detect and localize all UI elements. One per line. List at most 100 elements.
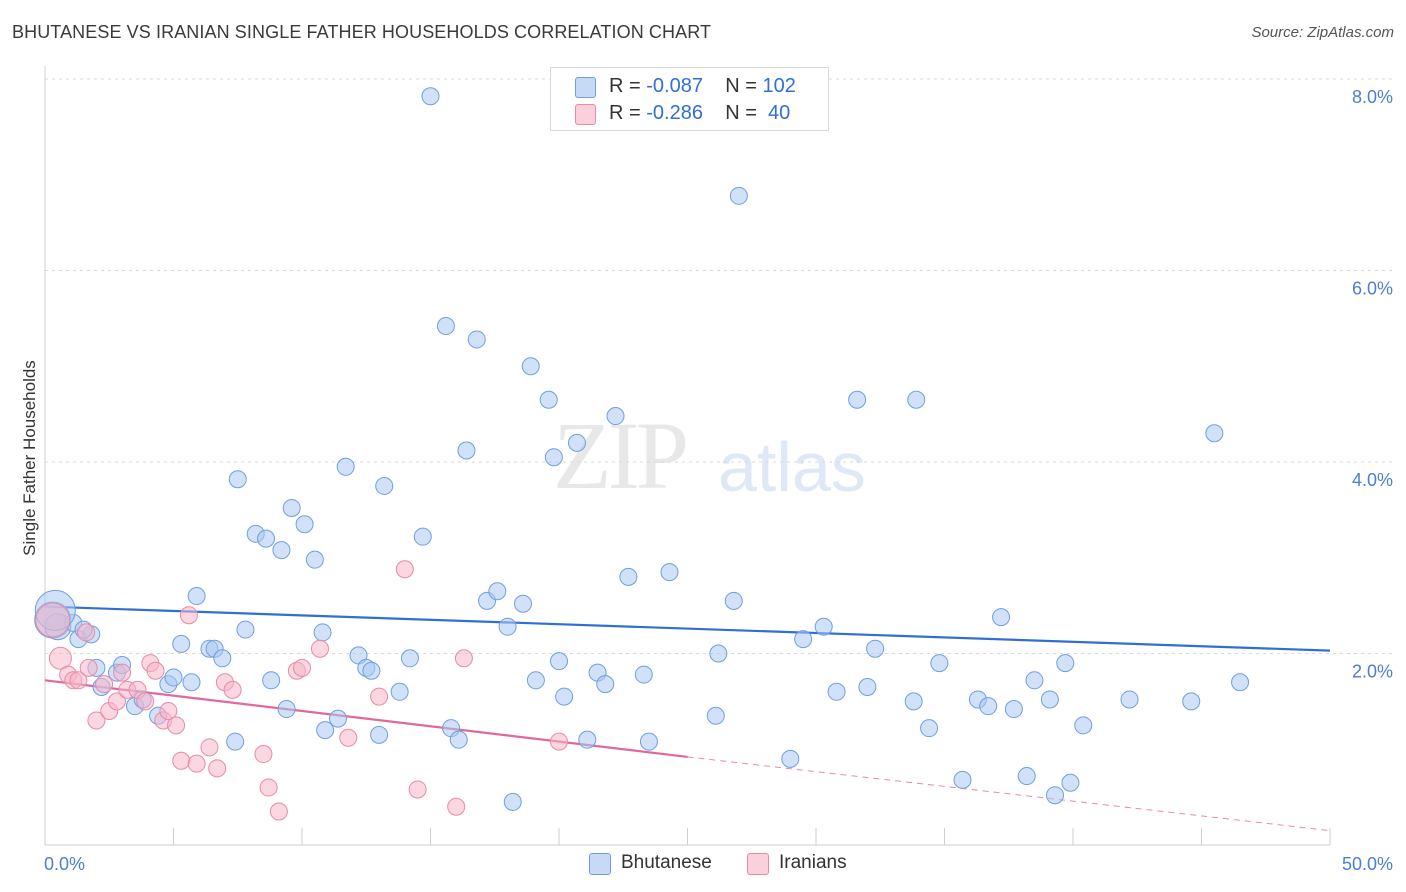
bhutanese-point	[907, 390, 926, 409]
bhutanese-point	[436, 317, 455, 336]
bhutanese-point	[848, 390, 867, 409]
bhutanese-point	[639, 732, 658, 751]
bhutanese-point	[182, 673, 201, 692]
trend-lines	[44, 605, 1331, 832]
bhutanese-point	[619, 567, 638, 586]
bhutanese-point	[498, 617, 517, 636]
bhutanese-point	[544, 448, 563, 467]
bhutanese-point	[1182, 692, 1201, 711]
tick-labels: 2.0% 4.0% 6.0% 8.0% 0.0% 50.0%	[44, 87, 1393, 874]
bhutanese-point	[164, 668, 183, 687]
bhutanese-point	[316, 721, 335, 740]
watermark-atlas: atlas	[718, 428, 866, 506]
iranians-point	[48, 646, 72, 670]
iranians-point	[310, 639, 329, 658]
bhutanese-point	[550, 652, 568, 671]
bhutanese-point	[277, 700, 296, 719]
legend-swatch-bhutanese	[589, 853, 611, 875]
bhutanese-point	[172, 634, 191, 653]
bhutanese-point	[521, 357, 540, 376]
y-tick-label: 2.0%	[1352, 662, 1393, 682]
n-value: 40	[762, 102, 791, 124]
r-label: R =	[609, 102, 647, 124]
bhutanese-point	[706, 706, 725, 725]
bhutanese-point	[305, 550, 324, 569]
bhutanese-point	[634, 665, 653, 684]
bhutanese-point	[1074, 716, 1093, 735]
bhutanese-point	[272, 541, 291, 560]
bhutanese-point	[596, 675, 615, 694]
y-tick-label: 6.0%	[1352, 279, 1393, 299]
iranians-point	[77, 623, 96, 642]
iranians-point	[339, 728, 358, 747]
iranians-point	[550, 732, 568, 751]
n-label: N =	[725, 102, 763, 124]
n-label: N =	[725, 75, 763, 97]
iranians-point	[79, 658, 98, 677]
bhutanese-point	[1061, 773, 1080, 792]
iranians-point	[208, 759, 227, 778]
data-points	[34, 87, 1250, 821]
legend-swatch-iranians	[575, 104, 596, 125]
bhutanese-point	[781, 749, 800, 768]
bhutanese-point	[370, 725, 389, 744]
bhutanese-point	[555, 687, 574, 706]
bhutanese-point	[953, 770, 972, 789]
bhutanese-point	[794, 630, 813, 649]
bhutanese-point	[262, 671, 281, 690]
iranians-point	[269, 802, 288, 821]
bhutanese-point	[213, 649, 232, 668]
iranians-point	[200, 738, 219, 757]
iranians-trend-extension	[687, 756, 1331, 832]
r-value: -0.087	[646, 75, 703, 97]
iranians-point	[408, 780, 427, 799]
bhutanese-point	[413, 527, 432, 546]
iranians-point	[223, 680, 242, 699]
bhutanese-point	[1025, 671, 1044, 690]
chart-title: BHUTANESE VS IRANIAN SINGLE FATHER HOUSE…	[12, 22, 712, 42]
r-value: -0.286	[646, 102, 703, 124]
bhutanese-point	[226, 732, 245, 751]
iranians-point	[113, 663, 132, 682]
y-tick-label: 8.0%	[1352, 87, 1393, 107]
bhutanese-point	[295, 515, 314, 534]
bhutanese-point	[526, 671, 545, 690]
bhutanese-point	[1056, 654, 1075, 673]
bhutanese-point	[1205, 424, 1224, 443]
bhutanese-point	[814, 617, 833, 636]
bhutanese-point	[729, 186, 748, 205]
bhutanese-point	[390, 682, 409, 701]
bhutanese-point	[514, 594, 533, 613]
bhutanese-point	[930, 654, 949, 673]
bhutanese-point	[567, 433, 586, 452]
bhutanese-point	[724, 591, 743, 610]
axes	[44, 66, 1331, 846]
bhutanese-point	[421, 87, 440, 106]
bhutanese-point	[866, 639, 885, 658]
source-credit: Source: ZipAtlas.com	[1251, 24, 1394, 41]
bhutanese-point	[539, 390, 558, 409]
bhutanese-point	[362, 661, 381, 680]
iranians-point	[146, 661, 165, 680]
bhutanese-point	[827, 682, 846, 701]
bhutanese-point	[858, 678, 877, 697]
bhutanese-point	[920, 719, 939, 738]
legend-row-bhutanese: R = -0.087 N = 102	[575, 75, 796, 99]
iranians-point	[95, 675, 114, 694]
bhutanese-point	[187, 587, 206, 606]
bhutanese-point	[1040, 690, 1059, 709]
bhutanese-point	[282, 498, 301, 517]
bhutanese-point	[336, 457, 355, 476]
y-tick-label: 4.0%	[1352, 470, 1393, 490]
iranians-point	[87, 711, 106, 730]
bhutanese-point	[313, 623, 332, 642]
bhutanese-point	[236, 620, 255, 639]
x-tick-label: 0.0%	[44, 854, 85, 874]
iranians-point	[35, 602, 71, 638]
bhutanese-point	[1046, 786, 1065, 805]
y-axis-label: Single Father Households	[20, 360, 39, 556]
bhutanese-point	[457, 441, 476, 460]
legend-label-iranians: Iranians	[779, 852, 847, 873]
x-tick-label: 50.0%	[1342, 854, 1393, 874]
bhutanese-point	[904, 692, 923, 711]
